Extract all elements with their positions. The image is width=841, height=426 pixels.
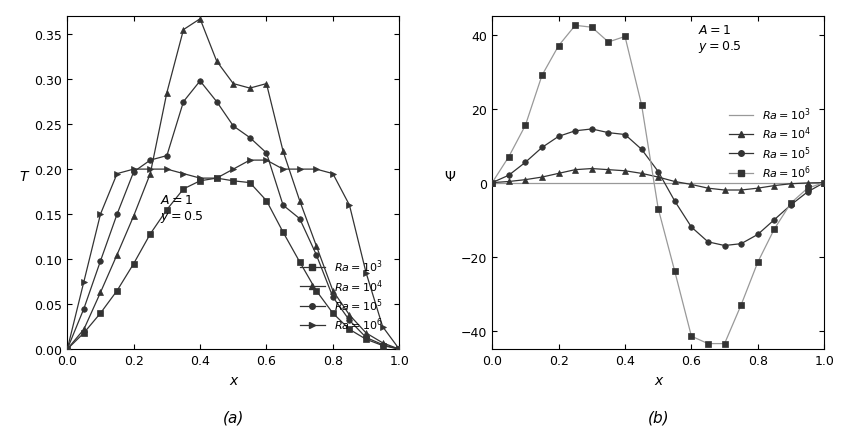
- Text: (b): (b): [648, 409, 669, 424]
- Y-axis label: T: T: [19, 169, 28, 183]
- Text: (a): (a): [223, 409, 244, 424]
- X-axis label: x: x: [654, 373, 663, 387]
- Legend: $Ra = 10^3$, $Ra = 10^4$, $Ra = 10^5$, $Ra = 10^6$: $Ra = 10^3$, $Ra = 10^4$, $Ra = 10^5$, $…: [296, 254, 387, 337]
- Text: $A = 1$
$y = 0.5$: $A = 1$ $y = 0.5$: [161, 193, 204, 224]
- Text: $A = 1$
$y = 0.5$: $A = 1$ $y = 0.5$: [698, 24, 742, 55]
- X-axis label: x: x: [229, 373, 237, 387]
- Legend: $Ra = 10^3$, $Ra = 10^4$, $Ra = 10^5$, $Ra = 10^6$: $Ra = 10^3$, $Ra = 10^4$, $Ra = 10^5$, $…: [724, 101, 815, 185]
- Y-axis label: $\Psi$: $\Psi$: [444, 169, 456, 183]
